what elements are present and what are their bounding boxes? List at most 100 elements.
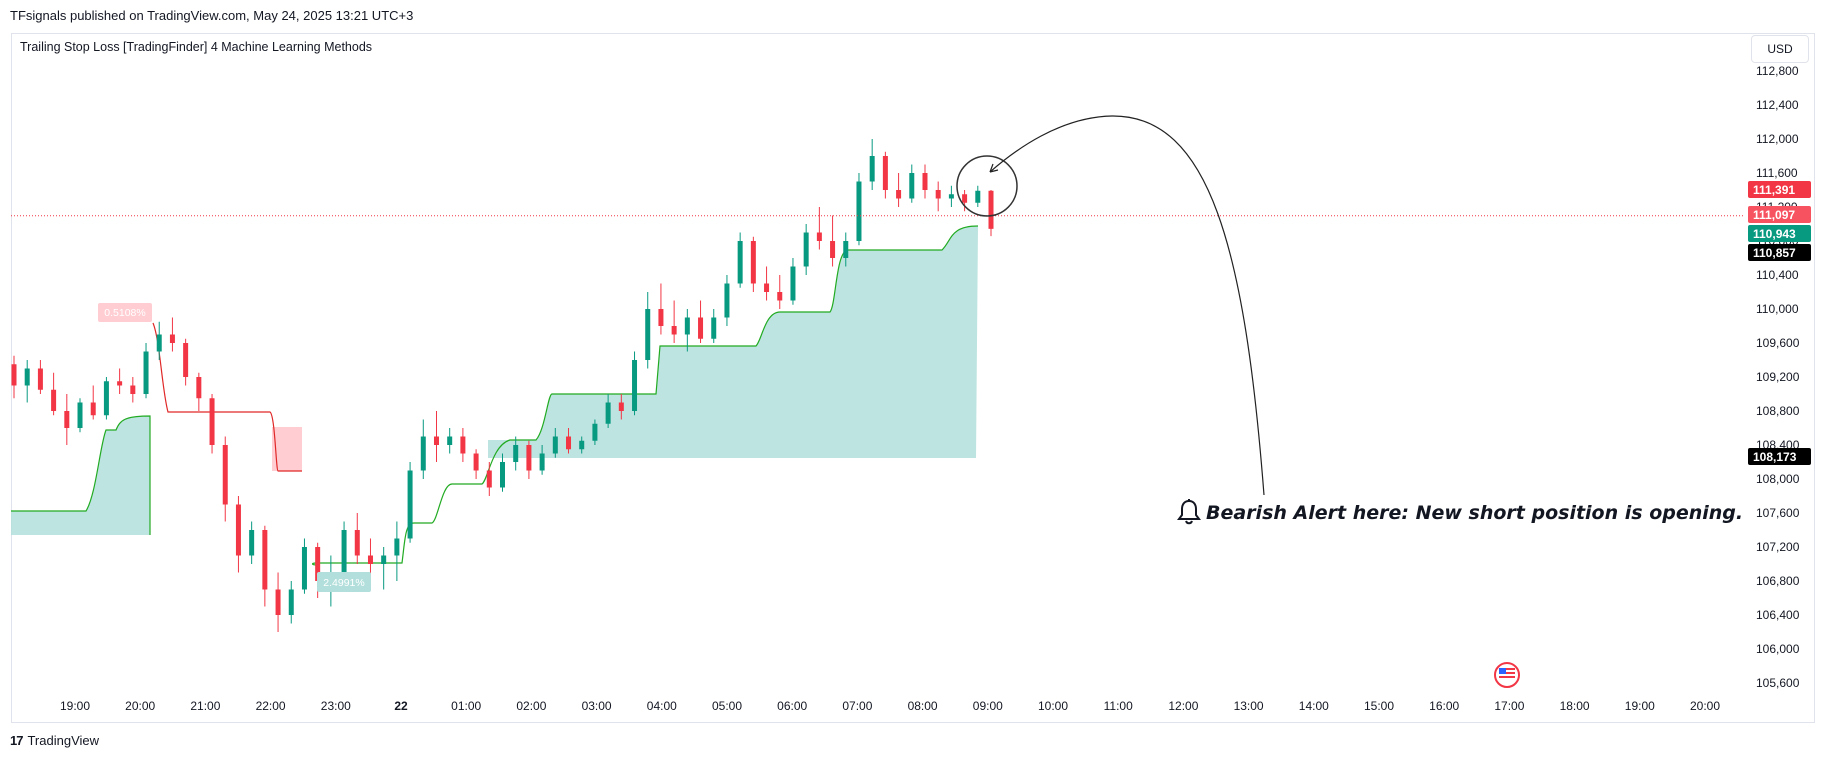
y-tick-label: 110,400 — [1756, 268, 1799, 282]
short-stop-label: 0.5108% — [98, 303, 152, 322]
x-tick-label: 20:00 — [125, 699, 155, 713]
publish-header: TFsignals published on TradingView.com, … — [10, 8, 414, 23]
candle-body — [209, 398, 215, 445]
y-tick-label: 108,800 — [1756, 404, 1800, 418]
candle-body — [222, 445, 228, 505]
x-tick-label: 22 — [394, 699, 408, 713]
price-label: 110,943 — [1748, 225, 1811, 242]
candle-body — [235, 504, 241, 556]
candle-body — [684, 317, 690, 335]
candle-body — [51, 389, 57, 411]
candle-body — [592, 423, 598, 441]
candle-body — [249, 530, 255, 556]
tradingview-logo-text: TradingView — [27, 733, 100, 748]
x-tick-label: 13:00 — [1234, 699, 1264, 713]
tradingview-footer[interactable]: 17 TradingView — [10, 733, 99, 748]
candle-body — [24, 368, 30, 386]
short-stop-label-text: 0.5108% — [104, 307, 145, 319]
x-tick-label: 14:00 — [1299, 699, 1329, 713]
y-tick-label: 106,000 — [1756, 642, 1800, 656]
candle-body — [407, 470, 413, 539]
candle-body — [843, 241, 849, 258]
candle-body — [513, 445, 519, 462]
bell-icon — [1177, 499, 1201, 525]
candle-body — [698, 317, 704, 339]
y-tick-label: 112,800 — [1756, 64, 1799, 78]
candle-body — [645, 309, 651, 360]
candle-body — [433, 436, 439, 445]
x-tick-label: 11:00 — [1104, 699, 1133, 713]
x-tick-label: 04:00 — [647, 699, 677, 713]
candle-body — [315, 547, 321, 581]
indicator-title[interactable]: Trailing Stop Loss [TradingFinder] 4 Mac… — [20, 40, 373, 54]
candle-body — [948, 194, 954, 199]
x-tick-label: 21:00 — [190, 699, 220, 713]
y-tick-label: 106,800 — [1756, 574, 1800, 588]
candle-body — [37, 368, 43, 390]
price-label: 110,857 — [1748, 244, 1811, 261]
candle-body — [975, 190, 981, 203]
x-tick-label: 20:00 — [1690, 699, 1720, 713]
y-tick-label: 107,200 — [1756, 540, 1800, 554]
x-tick-label: 09:00 — [973, 699, 1003, 713]
y-tick-label: 107,600 — [1756, 506, 1800, 520]
y-tick-label: 108,000 — [1756, 472, 1800, 486]
x-tick-label: 05:00 — [712, 699, 742, 713]
price-label-bg — [1748, 448, 1811, 465]
candle-body — [486, 470, 492, 488]
candle-body — [909, 173, 915, 199]
candle-body — [777, 292, 783, 301]
candle-body — [962, 194, 968, 203]
price-label-text: 108,173 — [1753, 450, 1797, 464]
candle-body — [301, 547, 307, 590]
annotation-arrow-curve[interactable] — [989, 115, 1265, 496]
candle-body — [803, 232, 809, 267]
long-stop-label: 2.4991% — [317, 572, 371, 592]
price-label-text: 111,097 — [1753, 208, 1795, 222]
candle-body — [354, 530, 360, 556]
candle-body — [988, 190, 994, 229]
y-tick-label: 106,400 — [1756, 608, 1800, 622]
price-label: 108,173 — [1748, 448, 1811, 465]
candle-body — [262, 530, 268, 590]
candle-body — [183, 343, 189, 377]
annotation-text[interactable]: Bearish Alert here: New short position i… — [1206, 502, 1743, 524]
candle-body — [196, 377, 202, 399]
candle-body — [500, 462, 505, 488]
candle-body — [460, 436, 466, 454]
candle-body — [143, 351, 149, 394]
candle-body — [737, 241, 743, 284]
x-tick-label: 15:00 — [1364, 699, 1394, 713]
candle-body — [618, 402, 624, 411]
candle-body — [288, 589, 294, 615]
currency-button[interactable]: USD — [1751, 35, 1809, 63]
y-tick-label: 112,400 — [1756, 98, 1799, 112]
candle-body — [552, 436, 558, 454]
x-tick-label: 03:00 — [582, 699, 612, 713]
candle-body — [447, 436, 453, 445]
candle-body — [830, 241, 836, 258]
price-label: 111,391 — [1748, 181, 1811, 198]
candle-body — [724, 283, 730, 318]
price-label-bg — [1748, 225, 1811, 242]
candle-body — [394, 538, 400, 556]
price-label-bg — [1748, 181, 1811, 198]
candle-body — [539, 453, 545, 471]
long-stop-label-text: 2.4991% — [323, 577, 364, 589]
candle-body — [11, 364, 17, 386]
y-tick-label: 109,600 — [1756, 336, 1800, 350]
x-tick-label: 12:00 — [1168, 699, 1198, 713]
us-flag-event-icon[interactable] — [1494, 662, 1520, 688]
candle-body — [896, 190, 902, 199]
price-label-text: 110,857 — [1753, 246, 1796, 260]
candle-body — [566, 436, 572, 450]
y-tick-label: 110,000 — [1756, 302, 1799, 316]
highlight-circle[interactable] — [956, 155, 1018, 217]
x-tick-label: 23:00 — [321, 699, 351, 713]
x-tick-label: 02:00 — [516, 699, 546, 713]
candle-body — [90, 402, 96, 416]
candle-body — [526, 445, 532, 471]
candle-body — [275, 589, 281, 615]
candle-body — [367, 555, 373, 564]
